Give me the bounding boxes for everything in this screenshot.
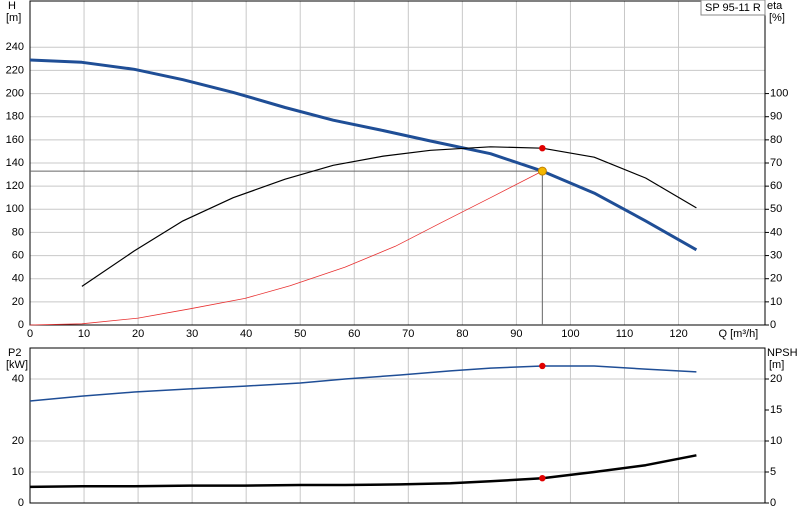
curve [29, 58, 698, 252]
y2-tick-label: 80 [770, 134, 782, 146]
y2-tick-label: 10 [770, 296, 782, 308]
y2-tick-label: 60 [770, 180, 782, 192]
y-tick-label: 120 [6, 180, 24, 192]
chart-title: SP 95-11 R [705, 2, 761, 14]
y-tick-label: 200 [6, 87, 24, 99]
y-tick-label: 80 [12, 226, 24, 238]
x-tick-label: 70 [402, 328, 414, 340]
x-tick-label: 90 [510, 328, 522, 340]
y2-tick-label: 5 [770, 466, 776, 478]
y-tick-label: 140 [6, 157, 24, 169]
y-tick-label: 220 [6, 64, 24, 76]
curve [29, 365, 697, 402]
y2-tick-label: 0 [770, 319, 776, 331]
y-tick-label: 0 [18, 497, 24, 509]
y2-tick-label: 30 [770, 249, 782, 261]
y-tick-label: 20 [12, 296, 24, 308]
curve [81, 146, 697, 287]
duty-point [537, 166, 547, 176]
curve [29, 170, 543, 326]
y2-tick-label: 90 [770, 111, 782, 123]
y2-tick-label: 20 [770, 273, 782, 285]
y2-label: NPSH [767, 347, 798, 359]
duty-point [539, 362, 546, 370]
x-tick-label: 60 [348, 328, 360, 340]
y-tick-label: 180 [6, 111, 24, 123]
y2-unit: [%] [769, 12, 785, 24]
y-tick-label: 160 [6, 134, 24, 146]
plot-frame [29, 347, 766, 504]
x-tick-label: 120 [669, 328, 687, 340]
y-tick-label: 100 [6, 203, 24, 215]
x-tick-label: 30 [186, 328, 198, 340]
y-tick-label: 0 [18, 319, 24, 331]
y-label: P2 [8, 347, 21, 359]
duty-point-y2 [539, 475, 546, 482]
y2-label: eta [767, 0, 783, 12]
plot-frame [29, 0, 766, 326]
y2-tick-label: 0 [770, 497, 776, 509]
y-tick-label: 60 [12, 249, 24, 261]
x-tick-label: 40 [240, 328, 252, 340]
title-box [700, 0, 766, 16]
y-label: H [8, 0, 16, 12]
y2-tick-label: 20 [770, 373, 782, 385]
x-tick-label: 20 [132, 328, 144, 340]
x-label: Q [m³/h] [719, 328, 759, 340]
y2-tick-label: 40 [770, 226, 782, 238]
y2-tick-label: 50 [770, 203, 782, 215]
y-tick-label: 40 [12, 273, 24, 285]
y2-unit: [m] [769, 359, 784, 371]
x-tick-label: 0 [27, 328, 33, 340]
y-unit: [kW] [6, 359, 28, 371]
y-tick-label: 10 [12, 466, 24, 478]
x-tick-label: 80 [456, 328, 468, 340]
x-tick-label: 100 [561, 328, 579, 340]
duty-point-y2 [539, 144, 546, 152]
y2-tick-label: 10 [770, 435, 782, 447]
y2-tick-label: 70 [770, 157, 782, 169]
x-tick-label: 10 [78, 328, 90, 340]
x-tick-label: 50 [294, 328, 306, 340]
y-tick-label: 40 [12, 373, 24, 385]
curve [29, 454, 697, 489]
y2-tick-label: 15 [770, 404, 782, 416]
y-tick-label: 240 [6, 41, 24, 53]
y-tick-label: 20 [12, 435, 24, 447]
y-unit: [m] [6, 12, 21, 24]
x-tick-label: 110 [616, 328, 634, 340]
y2-tick-label: 100 [770, 87, 788, 99]
